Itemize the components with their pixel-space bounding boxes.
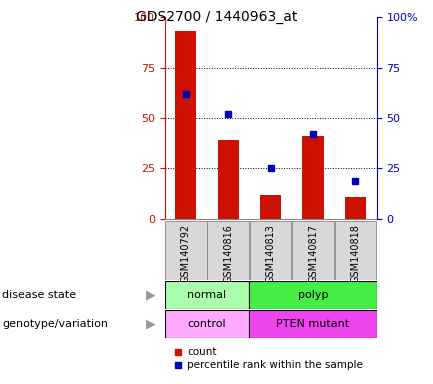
Bar (175, 31, 196, 219)
Text: disease state: disease state (2, 290, 76, 300)
Bar (302, 136, 323, 219)
Text: GDS2700 / 1440963_at: GDS2700 / 1440963_at (136, 10, 297, 23)
Text: ▶: ▶ (146, 289, 156, 302)
Text: normal: normal (187, 290, 226, 300)
Text: control: control (187, 319, 226, 329)
Legend: count, percentile rank within the sample: count, percentile rank within the sample (170, 343, 368, 374)
Text: polyp: polyp (298, 290, 328, 300)
FancyBboxPatch shape (249, 281, 377, 309)
FancyBboxPatch shape (165, 222, 207, 280)
FancyBboxPatch shape (292, 222, 334, 280)
FancyBboxPatch shape (207, 222, 249, 280)
FancyBboxPatch shape (250, 222, 291, 280)
FancyBboxPatch shape (335, 222, 376, 280)
Text: ▶: ▶ (146, 318, 156, 331)
Text: genotype/variation: genotype/variation (2, 319, 108, 329)
Bar (217, 140, 239, 219)
Text: PTEN mutant: PTEN mutant (277, 319, 349, 329)
Text: GSM140792: GSM140792 (181, 224, 191, 283)
Text: GSM140817: GSM140817 (308, 224, 318, 283)
FancyBboxPatch shape (249, 310, 377, 338)
Bar (345, 197, 366, 219)
Text: GSM140818: GSM140818 (350, 224, 361, 283)
Text: GSM140813: GSM140813 (265, 224, 276, 283)
Text: GSM140816: GSM140816 (223, 224, 233, 283)
FancyBboxPatch shape (165, 281, 249, 309)
Bar (260, 195, 281, 219)
FancyBboxPatch shape (165, 310, 249, 338)
